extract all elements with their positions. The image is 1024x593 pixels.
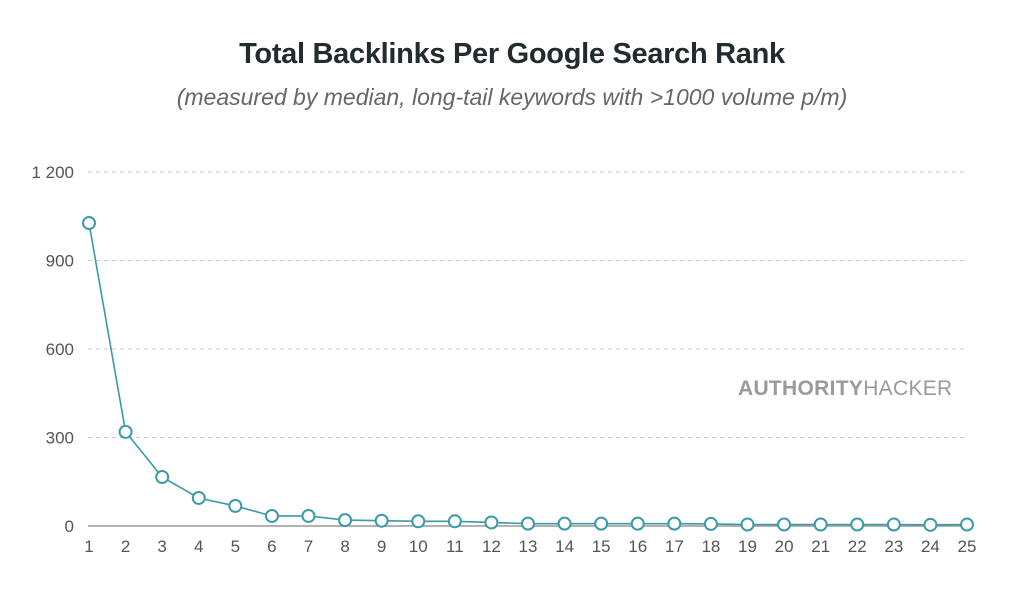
x-tick-label: 9 <box>377 537 386 556</box>
x-tick-label: 23 <box>884 537 903 556</box>
x-tick-label: 6 <box>267 537 276 556</box>
data-point <box>813 517 828 532</box>
y-tick-label: 1 200 <box>31 163 74 182</box>
data-point <box>630 516 645 531</box>
data-point <box>191 490 206 505</box>
chart-subtitle: (measured by median, long-tail keywords … <box>176 84 848 110</box>
x-tick-label: 13 <box>519 537 538 556</box>
series-line <box>88 222 968 526</box>
x-tick-label: 4 <box>194 537 203 556</box>
x-tick-label: 19 <box>738 537 757 556</box>
data-point <box>447 514 462 529</box>
y-tick-label: 600 <box>46 340 74 359</box>
x-tick-label: 14 <box>555 537 574 556</box>
x-tick-label: 3 <box>157 537 166 556</box>
x-tick-label: 12 <box>482 537 501 556</box>
data-point <box>777 517 792 532</box>
x-tick-label: 21 <box>811 537 830 556</box>
x-tick-label: 17 <box>665 537 684 556</box>
x-tick-label: 1 <box>84 537 93 556</box>
y-tick-label: 900 <box>46 252 74 271</box>
x-tick-label: 5 <box>231 537 240 556</box>
data-point <box>667 516 682 531</box>
watermark-logo: AUTHORITYHACKER <box>738 377 953 401</box>
data-point <box>850 517 865 532</box>
data-point <box>960 517 974 532</box>
data-point <box>374 513 389 528</box>
data-point <box>155 470 170 485</box>
data-point <box>923 517 938 532</box>
x-tick-label: 16 <box>628 537 647 556</box>
data-point <box>228 498 243 513</box>
data-point <box>118 424 133 439</box>
data-point <box>886 517 901 532</box>
data-point <box>740 517 755 532</box>
x-tick-label: 15 <box>592 537 611 556</box>
data-point <box>484 515 499 530</box>
y-tick-label: 300 <box>46 429 74 448</box>
data-point <box>301 508 316 523</box>
watermark-bold: AUTHORITY <box>738 377 864 400</box>
x-tick-label: 25 <box>958 537 977 556</box>
x-tick-label: 7 <box>304 537 313 556</box>
data-point <box>594 516 609 531</box>
chart-title: Total Backlinks Per Google Search Rank <box>239 38 785 70</box>
data-point <box>411 514 426 529</box>
x-tick-label: 11 <box>446 537 464 556</box>
x-tick-label: 8 <box>340 537 349 556</box>
y-tick-label: 0 <box>65 517 74 536</box>
x-tick-label: 10 <box>409 537 428 556</box>
x-tick-label: 20 <box>775 537 794 556</box>
x-tick-label: 24 <box>921 537 940 556</box>
x-tick-label: 18 <box>701 537 720 556</box>
x-tick-label: 2 <box>121 537 130 556</box>
data-point <box>82 216 96 231</box>
data-point <box>557 516 572 531</box>
watermark-regular: HACKER <box>863 377 953 400</box>
data-point <box>521 516 535 531</box>
data-point <box>264 508 279 523</box>
x-tick-label: 22 <box>848 537 867 556</box>
data-point <box>338 513 353 528</box>
data-point <box>703 516 718 531</box>
